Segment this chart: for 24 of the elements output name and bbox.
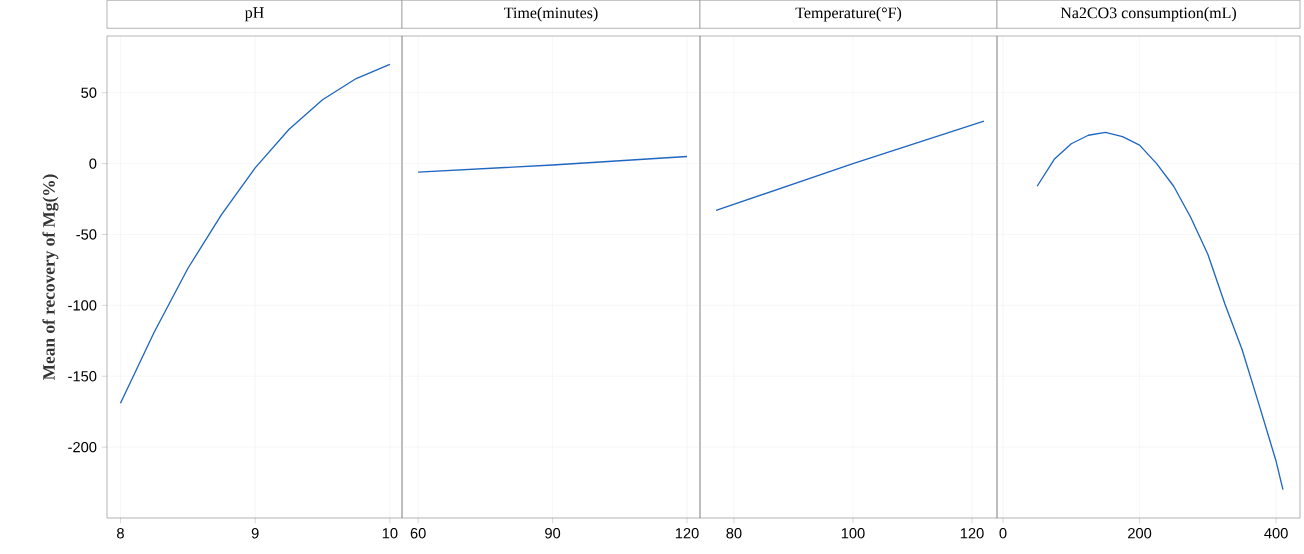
- y-tick-label: 50: [81, 87, 97, 98]
- x-tick-label: 9: [251, 528, 259, 539]
- chart-title: Time(minutes): [504, 7, 598, 22]
- x-tick-label: 100: [841, 528, 865, 539]
- y-tick-label: 0: [89, 158, 97, 169]
- line-series: [119, 63, 391, 404]
- x-tick-label: 8: [117, 528, 124, 539]
- y-tick-label: -200: [68, 441, 97, 453]
- y-axis-title: Mean of recovery of Mg(%): [42, 174, 59, 381]
- y-tick-label: -100: [68, 300, 97, 311]
- chart-title: Na2CO3 consumption(mL): [1060, 7, 1237, 22]
- x-tick-label: 10: [382, 528, 398, 539]
- y-tick-label: -50: [76, 229, 97, 240]
- x-tick-label: 200: [1128, 528, 1152, 539]
- x-tick-label: 120: [675, 528, 699, 539]
- x-tick-label: 90: [545, 528, 561, 539]
- y-tick-label: -150: [68, 371, 97, 382]
- x-tick-label: 60: [410, 528, 426, 539]
- chart-title: pH: [244, 7, 264, 22]
- x-tick-label: 0: [999, 528, 1007, 539]
- x-tick-label: 120: [960, 528, 984, 539]
- x-tick-label: 400: [1264, 528, 1288, 539]
- x-tick-label: 80: [726, 528, 742, 539]
- chart-title: Temperature(°F): [795, 7, 902, 22]
